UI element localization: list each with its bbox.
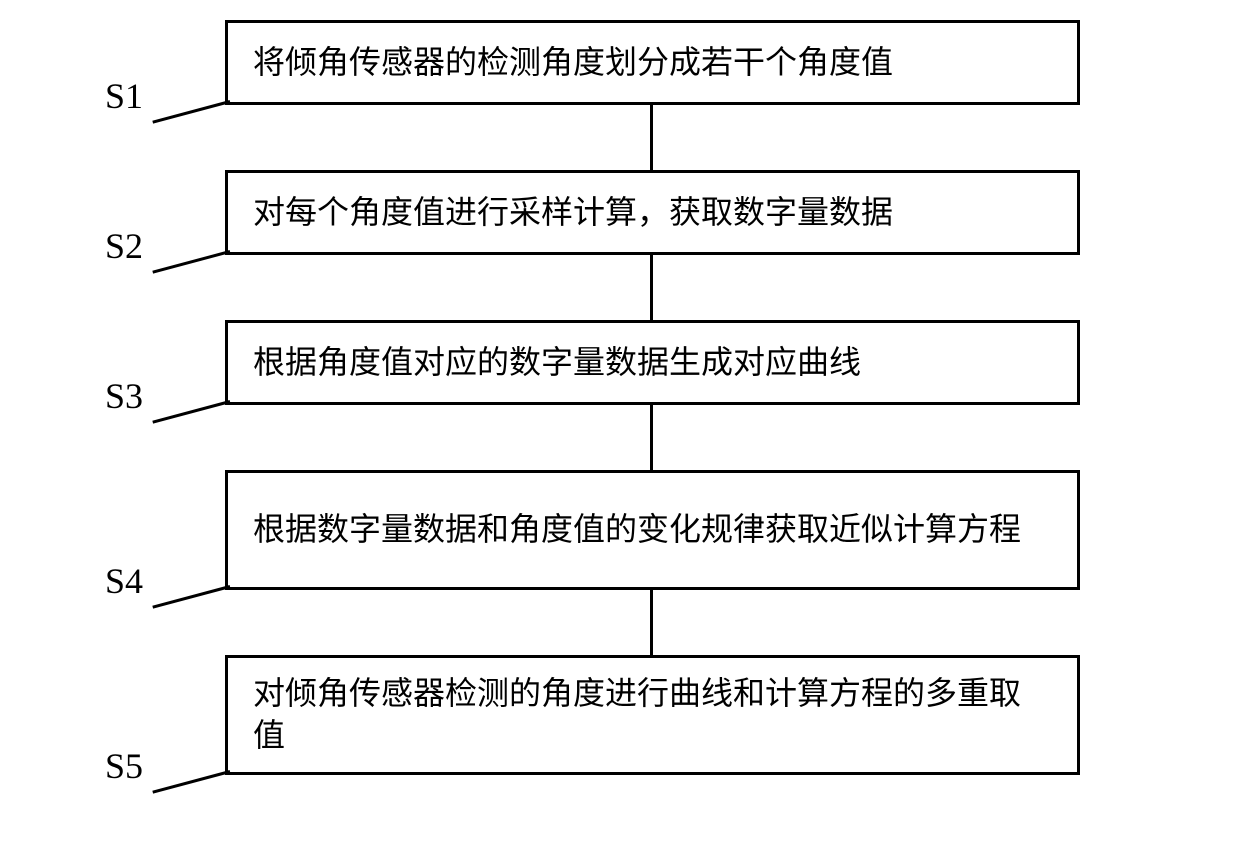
step-box-s5: 对倾角传感器检测的角度进行曲线和计算方程的多重取值: [225, 655, 1080, 775]
step-label-s3: S3: [105, 375, 143, 417]
label-connector: [152, 585, 230, 609]
label-connector: [152, 100, 230, 124]
step-box-s4: 根据数字量数据和角度值的变化规律获取近似计算方程: [225, 470, 1080, 590]
step-box-s1: 将倾角传感器的检测角度划分成若干个角度值: [225, 20, 1080, 105]
vertical-connector: [650, 590, 653, 655]
vertical-connector: [650, 255, 653, 320]
step-text: 对倾角传感器检测的角度进行曲线和计算方程的多重取值: [253, 673, 1052, 756]
label-connector: [152, 250, 230, 274]
flowchart-container: 将倾角传感器的检测角度划分成若干个角度值 S1 对每个角度值进行采样计算，获取数字量…: [0, 0, 1240, 852]
vertical-connector: [650, 105, 653, 170]
vertical-connector: [650, 405, 653, 470]
step-text: 对每个角度值进行采样计算，获取数字量数据: [253, 192, 893, 234]
label-connector: [152, 400, 230, 424]
step-text: 根据数字量数据和角度值的变化规律获取近似计算方程: [253, 509, 1021, 551]
step-label-s1: S1: [105, 75, 143, 117]
step-label-s2: S2: [105, 225, 143, 267]
step-box-s2: 对每个角度值进行采样计算，获取数字量数据: [225, 170, 1080, 255]
step-text: 根据角度值对应的数字量数据生成对应曲线: [253, 342, 861, 384]
label-connector: [152, 770, 230, 794]
step-label-s5: S5: [105, 745, 143, 787]
step-text: 将倾角传感器的检测角度划分成若干个角度值: [253, 42, 893, 84]
step-label-s4: S4: [105, 560, 143, 602]
step-box-s3: 根据角度值对应的数字量数据生成对应曲线: [225, 320, 1080, 405]
